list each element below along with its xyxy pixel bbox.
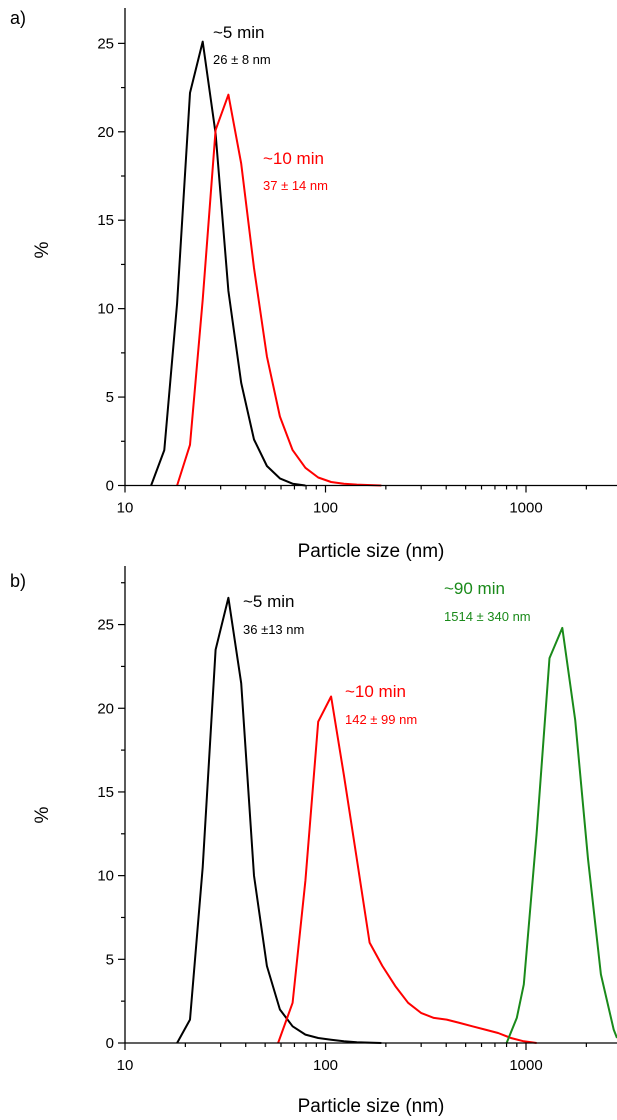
- panel-b-series-line: [277, 695, 537, 1044]
- panel-b-x-axis-title: Particle size (nm): [298, 1096, 445, 1117]
- panel-b-y-axis-title: %: [32, 806, 53, 823]
- panel-a-y-tick-label: 0: [106, 478, 114, 495]
- panel-a-series-sublabel: 26 ± 8 nm: [213, 52, 271, 67]
- panel-b-annotations: ~5 min 36 ±13 nm ~10 min 142 ± 99 nm ~90 min…: [243, 579, 531, 727]
- panel-a-series-line: [150, 40, 306, 487]
- panel-b-series-line: [176, 596, 382, 1044]
- panel-a-y-tick-label: 25: [97, 35, 114, 52]
- panel-b-y-tick-label: 15: [97, 784, 114, 801]
- panel-b-x-tick-label: 1000: [509, 1057, 542, 1074]
- panel-b-y-tick-label: 10: [97, 868, 114, 885]
- panel-a-y-axis-title: %: [32, 241, 53, 258]
- panel-b-y-tick-label: 5: [106, 951, 114, 968]
- panel-a-x-tick-label: 100: [313, 500, 338, 517]
- panel-a: a) % Particle size (nm) 0 5 10 15 20 25 10 100 1…: [10, 8, 617, 562]
- panel-a-x-tick-label: 1000: [509, 500, 542, 517]
- panel-b-series-sublabel: 142 ± 99 nm: [345, 712, 417, 727]
- panel-b-y-tick-label: 20: [97, 700, 114, 717]
- panel-b-series-label: ~10 min: [345, 682, 406, 701]
- panel-b-series-sublabel: 36 ±13 nm: [243, 622, 304, 637]
- panel-b: b) % Particle size (nm) 0 5 10 15 20 25 10 100 1…: [10, 566, 617, 1117]
- panel-a-series-label: ~5 min: [213, 23, 265, 42]
- panel-a-series-line: [176, 93, 382, 487]
- panel-a-y-tick-label: 10: [97, 301, 114, 318]
- panel-a-ticks: 0 5 10 15 20 25 10 100 1000: [97, 35, 587, 517]
- panel-a-label: a): [10, 8, 26, 28]
- panel-b-x-tick-label: 100: [313, 1057, 338, 1074]
- panel-b-series-line: [505, 626, 617, 1044]
- panel-b-y-tick-label: 25: [97, 617, 114, 634]
- panel-b-series: [176, 596, 617, 1044]
- panel-a-series: [150, 40, 382, 487]
- panel-a-series-sublabel: 37 ± 14 nm: [263, 178, 328, 193]
- panel-b-series-label: ~5 min: [243, 592, 295, 611]
- panel-a-y-tick-label: 15: [97, 212, 114, 229]
- panel-a-y-tick-label: 20: [97, 124, 114, 141]
- panel-b-series-label: ~90 min: [444, 579, 505, 598]
- panel-b-y-tick-label: 0: [106, 1035, 114, 1052]
- panel-a-x-tick-label: 10: [117, 500, 134, 517]
- panel-a-annotations: ~5 min 26 ± 8 nm ~10 min 37 ± 14 nm: [213, 23, 328, 193]
- panel-a-series-label: ~10 min: [263, 149, 324, 168]
- panel-a-y-tick-label: 5: [106, 389, 114, 406]
- panel-b-series-sublabel: 1514 ± 340 nm: [444, 609, 531, 624]
- panel-b-label: b): [10, 571, 26, 591]
- panel-b-ticks: 0 5 10 15 20 25 10 100 1000: [97, 582, 587, 1074]
- panel-b-x-tick-label: 10: [117, 1057, 134, 1074]
- panel-a-x-axis-title: Particle size (nm): [298, 541, 445, 562]
